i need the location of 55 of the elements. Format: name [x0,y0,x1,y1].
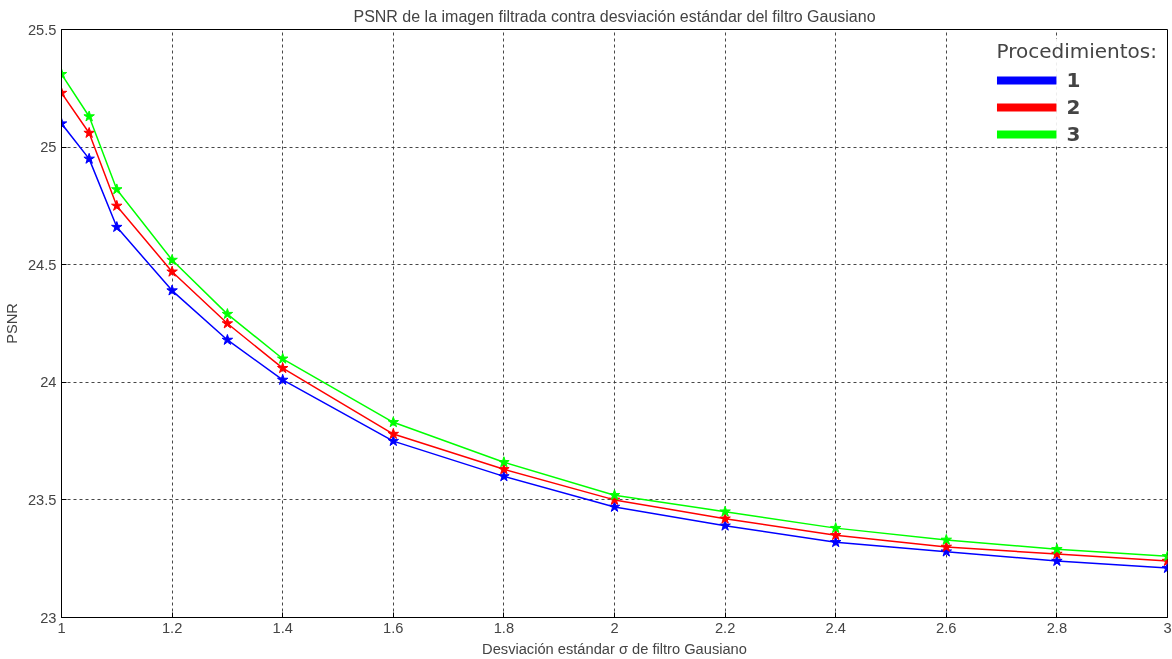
x-tick-label: 1 [57,619,66,636]
point [387,435,400,447]
point [498,470,510,482]
point [221,308,234,320]
point [498,456,510,468]
chart-title: PSNR de la imagen filtrada contra desviación estándar del filtro Gausiano [353,7,876,25]
point [166,284,178,296]
point [276,373,289,385]
point [608,489,621,501]
point [83,126,95,138]
y-tick-label: 24 [40,374,57,391]
x-tick-label: 2.6 [936,619,957,636]
x-axis-title: Desviación estándar σ de filtro Gausiano [482,640,747,657]
x-tick-label: 1.6 [383,619,404,636]
point [719,505,731,517]
y-tick-label: 25.5 [27,21,57,38]
point [387,416,400,428]
point [111,183,123,195]
point [829,522,842,534]
y-tick-label: 23 [40,609,57,626]
point [719,519,731,531]
y-tick-label: 25 [40,139,57,156]
point [166,254,178,265]
x-tick-label: 2.4 [825,619,846,636]
legend-label: 3 [1066,122,1082,146]
x-tick-label: 3 [1163,619,1172,636]
x-tick-label: 1.8 [493,619,515,636]
point [719,512,731,524]
point [498,463,510,475]
point [387,428,400,439]
point [166,265,178,277]
point [1051,555,1063,566]
point [83,110,95,122]
x-tick-label: 1.2 [161,619,183,636]
point [276,362,289,374]
x-tick-label: 2.2 [714,619,736,636]
legend-label: 1 [1066,68,1082,92]
x-tick-label: 2.8 [1046,619,1068,636]
point [83,152,95,164]
y-axis-title: PSNR [3,303,20,344]
x-tick-label: 1.4 [272,619,293,636]
point [221,333,234,345]
y-tick-label: 24.5 [27,256,57,273]
point [111,221,123,233]
point [221,317,234,329]
point [829,529,842,541]
x-tick-label: 2 [610,619,619,636]
point [829,536,842,548]
legend-label: 2 [1066,95,1082,119]
legend-title: Procedimientos: [996,39,1157,63]
point [111,199,123,211]
y-tick-label: 23.5 [27,491,57,508]
point [276,352,289,364]
point [940,533,953,545]
point [1051,543,1063,555]
